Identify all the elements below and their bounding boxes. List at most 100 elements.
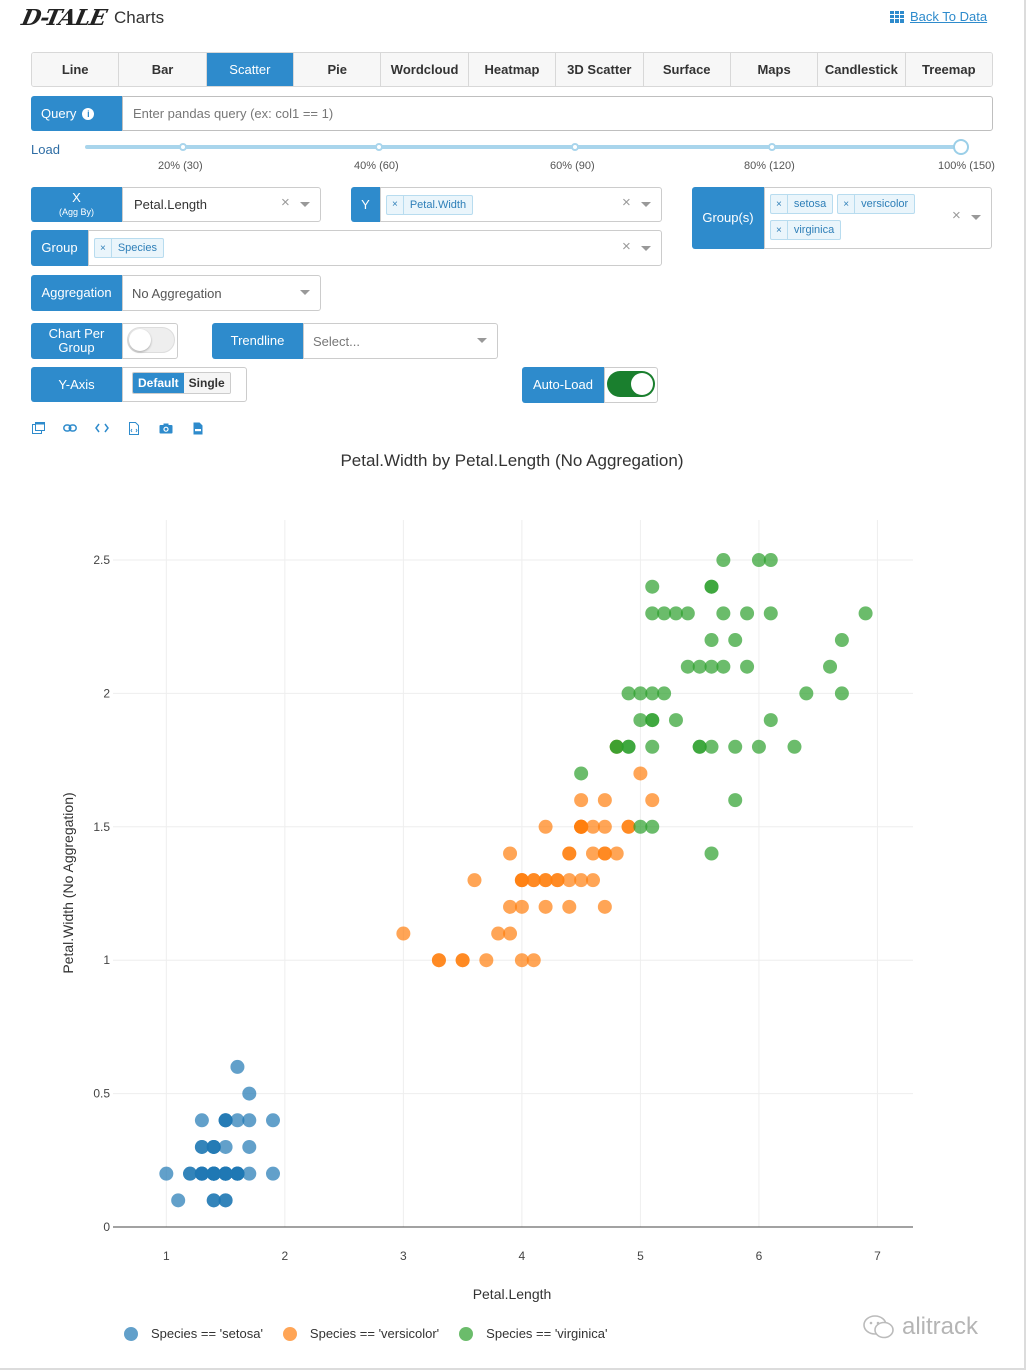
legend-item-setosa[interactable]: Species == 'setosa': [124, 1326, 263, 1341]
scatter-point-virginica: [633, 686, 648, 701]
query-label: Query: [41, 105, 77, 121]
link-icon[interactable]: [63, 421, 77, 435]
remove-tag-icon[interactable]: ×: [771, 221, 788, 239]
x-tick-label: 3: [400, 1249, 407, 1263]
csv-icon[interactable]: [191, 421, 205, 435]
y-axis-default-option[interactable]: Default: [133, 373, 184, 393]
scatter-point-setosa: [230, 1059, 245, 1074]
slider-tick-label: 40% (60): [354, 160, 399, 172]
scatter-point-setosa: [218, 1193, 233, 1208]
chart-per-group-toggle[interactable]: [127, 327, 175, 353]
scatter-point-versicolor: [562, 846, 577, 861]
scatter-point-setosa: [218, 1166, 233, 1181]
remove-tag-icon[interactable]: ×: [838, 195, 856, 213]
groups-label-block: Group(s): [692, 187, 764, 249]
y-label: Y: [361, 196, 370, 212]
chart-per-group-label-block: Chart Per Group: [31, 323, 122, 359]
tab-bar[interactable]: Bar: [119, 53, 207, 86]
legend-label: Species == 'versicolor': [309, 1326, 440, 1341]
tab-heatmap[interactable]: Heatmap: [468, 53, 557, 86]
scatter-point-virginica: [787, 739, 802, 754]
groups-select[interactable]: × setosa × versicolor × virginica: [764, 187, 992, 249]
tab-surface[interactable]: Surface: [643, 53, 731, 86]
legend-item-virginica[interactable]: Species == 'virginica': [459, 1326, 607, 1341]
scatter-point-virginica: [657, 606, 672, 621]
scatter-point-virginica: [751, 553, 766, 568]
scatter-point-setosa: [183, 1166, 198, 1181]
y-label-block: Y: [351, 187, 380, 222]
scatter-point-setosa: [242, 1086, 257, 1101]
scatter-point-versicolor: [574, 793, 589, 808]
clear-icon[interactable]: ×: [622, 194, 631, 211]
load-slider-handle[interactable]: [953, 139, 969, 155]
tab-line[interactable]: Line: [32, 53, 120, 86]
y-tick-label: 2: [103, 686, 110, 700]
tab-3d-scatter[interactable]: 3D Scatter: [556, 53, 644, 86]
scatter-plot[interactable]: 1 2 3 4 5 6 7 0 0.5 1 1.5 2 2.5: [0, 0, 1024, 1310]
chevron-down-icon[interactable]: [477, 338, 487, 343]
scatter-point-virginica: [692, 659, 707, 674]
group-label: Group: [41, 240, 78, 255]
x-tick-label: 5: [637, 1249, 644, 1263]
chevron-down-icon[interactable]: [300, 202, 310, 207]
y-axis-single-option[interactable]: Single: [183, 373, 230, 393]
export-code-icon[interactable]: [127, 421, 141, 435]
code-icon[interactable]: [95, 421, 109, 435]
remove-tag-icon[interactable]: ×: [387, 195, 404, 214]
x-label: X: [72, 189, 81, 205]
chevron-down-icon[interactable]: [971, 215, 981, 220]
chevron-down-icon[interactable]: [300, 290, 310, 295]
tab-pie[interactable]: Pie: [294, 53, 382, 86]
group-tag-versicolor[interactable]: × versicolor: [837, 194, 916, 214]
chevron-down-icon[interactable]: [641, 246, 651, 251]
legend-item-versicolor[interactable]: Species == 'versicolor': [282, 1326, 440, 1341]
trendline-label-block: Trendline: [212, 323, 303, 359]
scatter-point-virginica: [633, 713, 648, 728]
tab-scatter[interactable]: Scatter: [206, 53, 295, 86]
y-tag[interactable]: × Petal.Width: [386, 194, 474, 215]
tab-candlestick[interactable]: Candlestick: [818, 53, 906, 86]
scatter-point-virginica: [704, 846, 719, 861]
x-select[interactable]: Petal.Length: [122, 187, 321, 222]
y-axis-toggle: Default Single: [132, 372, 231, 394]
scatter-point-virginica: [740, 659, 755, 674]
clear-icon[interactable]: ×: [952, 207, 961, 224]
tab-treemap[interactable]: Treemap: [905, 53, 992, 86]
scatter-point-virginica: [621, 739, 636, 754]
info-icon[interactable]: i: [82, 107, 95, 120]
scatter-point-virginica: [704, 739, 719, 754]
back-to-data-label: Back To Data: [910, 9, 988, 24]
slider-tick-label: 100% (150): [938, 160, 995, 172]
aggregation-select[interactable]: No Aggregation: [122, 275, 321, 311]
scatter-point-setosa: [242, 1113, 257, 1128]
tab-wordcloud[interactable]: Wordcloud: [381, 53, 469, 86]
trendline-select[interactable]: Select...: [303, 323, 498, 359]
scatter-point-virginica: [609, 739, 624, 754]
popup-icon[interactable]: [31, 421, 45, 435]
remove-tag-icon[interactable]: ×: [95, 239, 112, 257]
scatter-point-versicolor: [586, 819, 600, 834]
scatter-point-virginica: [680, 659, 695, 674]
window-border-right: [1024, 0, 1026, 1370]
auto-load-toggle[interactable]: [607, 371, 655, 397]
scatter-point-versicolor: [586, 873, 600, 888]
load-slider-track[interactable]: [85, 145, 961, 149]
camera-icon[interactable]: [159, 421, 173, 435]
back-to-data-link[interactable]: Back To Data: [890, 9, 987, 24]
clear-icon[interactable]: ×: [622, 238, 631, 255]
query-input[interactable]: Enter pandas query (ex: col1 == 1): [122, 96, 993, 131]
chevron-down-icon[interactable]: [641, 202, 651, 207]
tab-maps[interactable]: Maps: [730, 53, 819, 86]
clear-icon[interactable]: ×: [281, 194, 290, 211]
scatter-point-setosa: [206, 1166, 221, 1181]
group-tag-species[interactable]: × Species: [94, 238, 164, 258]
group-tag-setosa[interactable]: × setosa: [770, 194, 834, 214]
slider-tick-40: [375, 143, 383, 151]
scatter-point-versicolor: [645, 793, 660, 808]
scatter-point-setosa: [206, 1139, 221, 1154]
group-tag-virginica[interactable]: × virginica: [770, 220, 842, 240]
scatter-point-versicolor: [479, 953, 494, 968]
group-select[interactable]: × Species: [88, 230, 662, 266]
remove-tag-icon[interactable]: ×: [771, 195, 788, 213]
y-select[interactable]: × Petal.Width: [380, 187, 662, 222]
